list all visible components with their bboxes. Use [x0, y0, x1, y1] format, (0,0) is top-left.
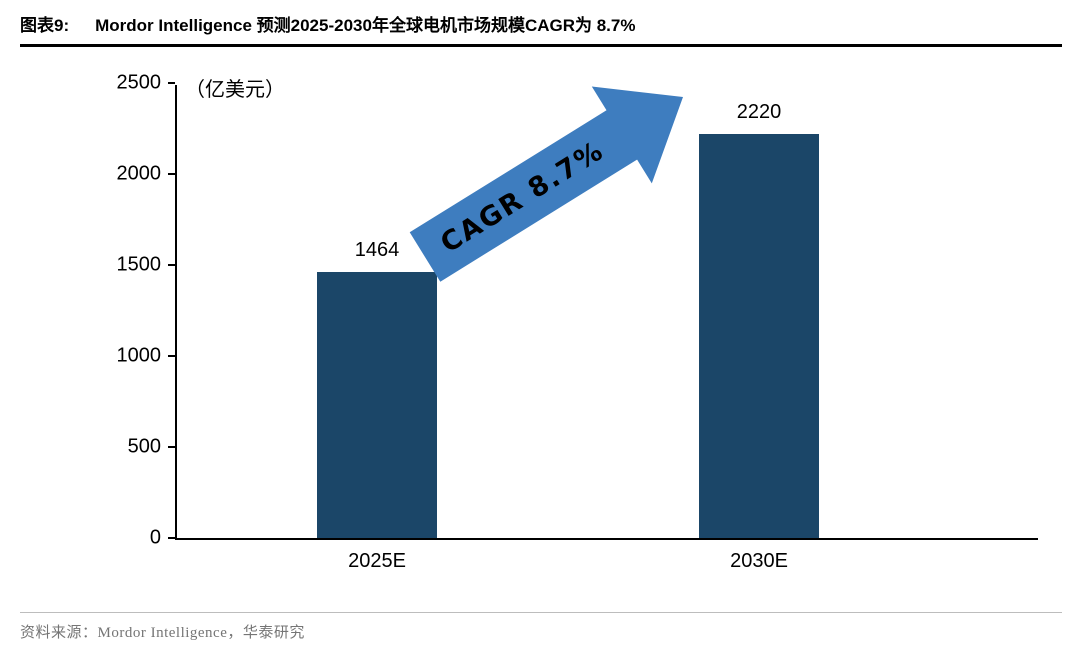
y-tick-mark [168, 537, 175, 539]
bar-value-label: 2220 [736, 100, 782, 123]
y-tick-mark [168, 173, 175, 175]
cagr-arrow-shape [409, 86, 683, 282]
bar-group: 1464 2025E [317, 85, 437, 572]
y-axis-unit-label: （亿美元） [185, 79, 285, 101]
bar [317, 271, 437, 538]
y-tick-mark [168, 355, 175, 357]
x-tick-label: 2030E [730, 550, 788, 572]
y-tick-mark [168, 264, 175, 266]
x-tick-label: 2025E [348, 550, 406, 572]
y-axis-ticks: 0 500 1000 1500 2000 2500 [117, 72, 1038, 549]
bar-value-label: 1464 [354, 238, 400, 261]
bars: 1464 2025E 2220 2030E [177, 85, 1038, 572]
y-tick-label: 2500 [116, 71, 162, 94]
y-tick-label: 2000 [116, 162, 162, 185]
cagr-annotation-label: CAGR 8.7% [435, 135, 609, 259]
bar [699, 133, 819, 538]
y-tick-label: 1500 [116, 253, 162, 276]
bar-chart: （亿美元） 0 500 1000 1500 2000 2500 1464 2025E 2220… [117, 72, 1038, 572]
figure-title: Mordor Intelligence 预测2025-2030年全球电机市场规模… [95, 16, 636, 35]
y-tick-mark [168, 446, 175, 448]
y-tick-label: 0 [149, 526, 161, 549]
y-tick-label: 1000 [116, 344, 162, 367]
footer-divider [20, 612, 1062, 613]
figure-header: 图表9: Mordor Intelligence 预测2025-2030年全球电… [20, 11, 1062, 47]
y-tick-label: 500 [127, 435, 161, 458]
cagr-arrow: CAGR 8.7% [409, 86, 683, 282]
source-note: 资料来源：Mordor Intelligence，华泰研究 [20, 625, 305, 641]
bar-group: 2220 2030E [699, 85, 819, 572]
y-tick-mark [168, 82, 175, 84]
figure-label: 图表9: [20, 16, 70, 35]
